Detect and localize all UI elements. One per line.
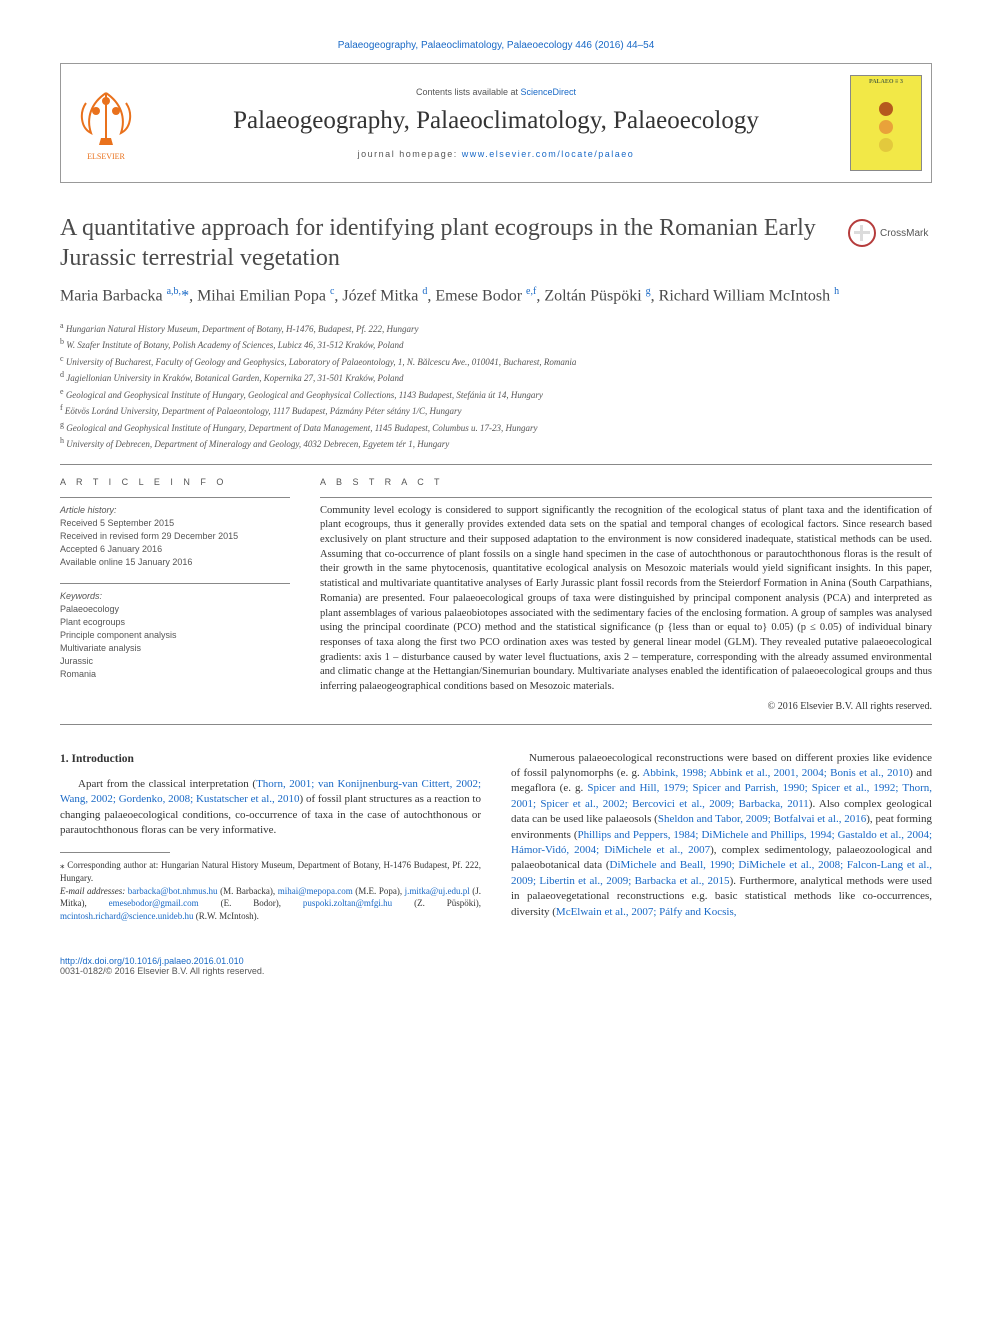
body-left-column: 1. Introduction Apart from the classical… <box>60 751 481 930</box>
keyword-line: Palaeoecology <box>60 603 290 616</box>
citation-link[interactable]: Abbink, 1998; Abbink et al., 2001, 2004;… <box>642 767 909 779</box>
contents-lists-line: Contents lists available at ScienceDirec… <box>416 87 576 97</box>
affiliation-line: g Geological and Geophysical Institute o… <box>60 419 932 436</box>
cover-dot-icon <box>879 120 893 134</box>
doi-link[interactable]: http://dx.doi.org/10.1016/j.palaeo.2016.… <box>60 956 932 966</box>
svg-text:ELSEVIER: ELSEVIER <box>87 152 125 161</box>
journal-header: ELSEVIER Contents lists available at Sci… <box>60 63 932 183</box>
affiliation-line: e Geological and Geophysical Institute o… <box>60 386 932 403</box>
keyword-line: Jurassic <box>60 655 290 668</box>
affiliation-line: f Eötvös Loránd University, Department o… <box>60 402 932 419</box>
email-label: E-mail addresses: <box>60 886 128 896</box>
history-line: Available online 15 January 2016 <box>60 556 290 569</box>
header-center: Contents lists available at ScienceDirec… <box>151 64 841 182</box>
keyword-line: Principle component analysis <box>60 629 290 642</box>
cover-dot-icon <box>879 138 893 152</box>
history-line: Received 5 September 2015 <box>60 517 290 530</box>
keywords-label: Keywords: <box>60 590 290 603</box>
citation-link[interactable]: Sheldon and Tabor, 2009; Botfalvai et al… <box>658 813 866 825</box>
elsevier-tree-logo-icon: ELSEVIER <box>71 83 141 163</box>
intro-text: Apart from the classical interpretation … <box>78 778 256 790</box>
keyword-line: Plant ecogroups <box>60 616 290 629</box>
article-info-heading: A R T I C L E I N F O <box>60 477 290 487</box>
keyword-line: Multivariate analysis <box>60 642 290 655</box>
cover-dot-icon <box>879 102 893 116</box>
divider <box>60 583 290 584</box>
divider <box>60 497 290 498</box>
affiliation-line: h University of Debrecen, Department of … <box>60 435 932 452</box>
email-addresses-note: E-mail addresses: barbacka@bot.nhmus.hu … <box>60 885 481 923</box>
journal-homepage-line: journal homepage: www.elsevier.com/locat… <box>358 149 635 159</box>
publisher-logo-cell: ELSEVIER <box>61 64 151 182</box>
issn-copyright-line: 0031-0182/© 2016 Elsevier B.V. All right… <box>60 966 932 976</box>
affiliation-list: a Hungarian Natural History Museum, Depa… <box>60 320 932 452</box>
divider <box>60 724 932 725</box>
journal-homepage-link[interactable]: www.elsevier.com/locate/palaeo <box>462 149 635 159</box>
crossmark-icon <box>848 219 876 247</box>
sciencedirect-link[interactable]: ScienceDirect <box>521 87 577 97</box>
cover-dots <box>879 102 893 152</box>
page: Palaeogeography, Palaeoclimatology, Pala… <box>0 0 992 1006</box>
info-abstract-row: A R T I C L E I N F O Article history: R… <box>60 477 932 712</box>
body-right-column: Numerous palaeoecological reconstruction… <box>511 751 932 930</box>
keywords-block: Keywords: PalaeoecologyPlant ecogroupsPr… <box>60 590 290 681</box>
crossmark-badge[interactable]: CrossMark <box>848 213 932 253</box>
citation-link[interactable]: McElwain et al., 2007; Pálfy and Kocsis, <box>556 906 737 918</box>
cover-band-label: PALAEO ≡ 3 <box>851 76 921 94</box>
affiliation-line: c University of Bucharest, Faculty of Ge… <box>60 353 932 370</box>
abstract-text: Community level ecology is considered to… <box>320 504 932 695</box>
page-footer: http://dx.doi.org/10.1016/j.palaeo.2016.… <box>60 956 932 976</box>
article-title: A quantitative approach for identifying … <box>60 213 828 273</box>
affiliation-line: a Hungarian Natural History Museum, Depa… <box>60 320 932 337</box>
keyword-line: Romania <box>60 668 290 681</box>
divider <box>60 464 932 465</box>
affiliation-line: d Jagiellonian University in Kraków, Bot… <box>60 369 932 386</box>
article-history-block: Article history: Received 5 September 20… <box>60 504 290 569</box>
history-line: Accepted 6 January 2016 <box>60 543 290 556</box>
contents-prefix: Contents lists available at <box>416 87 521 97</box>
crossmark-label: CrossMark <box>880 228 928 239</box>
intro-paragraph: Apart from the classical interpretation … <box>60 777 481 839</box>
body-paragraph: Numerous palaeoecological reconstruction… <box>511 751 932 920</box>
title-row: A quantitative approach for identifying … <box>60 213 932 273</box>
abstract-heading: A B S T R A C T <box>320 477 932 487</box>
journal-cover-cell: PALAEO ≡ 3 <box>841 64 931 182</box>
homepage-prefix: journal homepage: <box>358 149 462 159</box>
author-list: Maria Barbacka a,b,*, Mihai Emilian Popa… <box>60 285 932 308</box>
journal-cover-thumbnail: PALAEO ≡ 3 <box>850 75 922 171</box>
corresponding-author-note: ⁎ Corresponding author at: Hungarian Nat… <box>60 859 481 884</box>
top-citation-link[interactable]: Palaeogeography, Palaeoclimatology, Pala… <box>60 40 932 51</box>
body-two-column: 1. Introduction Apart from the classical… <box>60 751 932 930</box>
abstract-column: A B S T R A C T Community level ecology … <box>320 477 932 712</box>
journal-name: Palaeogeography, Palaeoclimatology, Pala… <box>233 107 759 135</box>
article-info-column: A R T I C L E I N F O Article history: R… <box>60 477 290 712</box>
history-label: Article history: <box>60 504 290 517</box>
affiliation-line: b W. Szafer Institute of Botany, Polish … <box>60 336 932 353</box>
abstract-copyright: © 2016 Elsevier B.V. All rights reserved… <box>320 701 932 712</box>
divider <box>320 497 932 498</box>
history-line: Received in revised form 29 December 201… <box>60 530 290 543</box>
section-heading-introduction: 1. Introduction <box>60 751 481 767</box>
footnotes: ⁎ Corresponding author at: Hungarian Nat… <box>60 859 481 922</box>
footnote-separator <box>60 852 170 853</box>
